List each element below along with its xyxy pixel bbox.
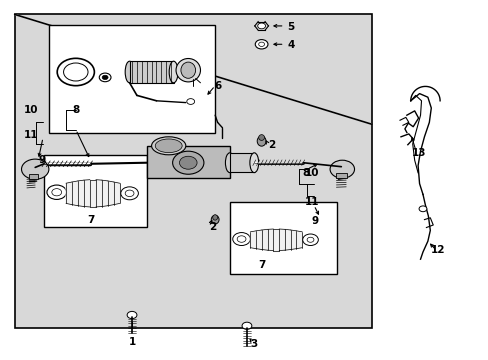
Polygon shape (290, 230, 296, 249)
Polygon shape (90, 180, 96, 207)
Circle shape (237, 236, 245, 242)
Circle shape (127, 311, 137, 319)
Circle shape (52, 189, 61, 196)
Polygon shape (15, 14, 371, 124)
Circle shape (57, 58, 94, 86)
Text: 10: 10 (23, 105, 38, 115)
Polygon shape (108, 181, 114, 206)
Circle shape (418, 206, 426, 212)
Polygon shape (66, 182, 72, 204)
Bar (129, 61, 173, 83)
Circle shape (21, 159, 49, 179)
Text: 2: 2 (267, 140, 274, 150)
Ellipse shape (258, 135, 264, 140)
Polygon shape (262, 229, 267, 250)
Ellipse shape (225, 153, 234, 172)
Circle shape (306, 237, 313, 242)
Circle shape (125, 190, 134, 197)
Text: 1: 1 (128, 337, 135, 347)
Polygon shape (267, 229, 273, 251)
Circle shape (255, 40, 267, 49)
Polygon shape (96, 180, 102, 207)
Bar (229, 202, 337, 274)
Text: 9: 9 (311, 216, 318, 226)
Bar (44, 155, 146, 227)
Ellipse shape (155, 139, 182, 153)
Circle shape (302, 234, 318, 246)
Text: 2: 2 (209, 222, 216, 232)
Text: 7: 7 (257, 260, 265, 270)
Circle shape (257, 23, 265, 29)
Text: 12: 12 (429, 245, 444, 255)
Ellipse shape (169, 61, 178, 83)
Ellipse shape (181, 62, 195, 78)
Text: 9: 9 (38, 155, 45, 165)
Polygon shape (114, 182, 120, 204)
Ellipse shape (211, 215, 219, 224)
Polygon shape (84, 180, 90, 207)
Circle shape (186, 99, 194, 104)
Polygon shape (285, 229, 290, 250)
Circle shape (242, 322, 251, 329)
Polygon shape (273, 229, 279, 251)
Polygon shape (72, 181, 78, 206)
Ellipse shape (249, 153, 258, 172)
Bar (15, 14, 371, 328)
Polygon shape (256, 230, 262, 249)
Ellipse shape (212, 215, 217, 220)
Text: 8: 8 (302, 168, 308, 178)
Circle shape (179, 156, 197, 169)
Ellipse shape (257, 136, 265, 146)
Text: 13: 13 (411, 148, 426, 158)
Text: 10: 10 (304, 168, 319, 178)
Bar (146, 146, 229, 178)
Circle shape (99, 73, 111, 82)
Circle shape (258, 42, 264, 46)
Ellipse shape (125, 61, 134, 83)
Circle shape (121, 187, 138, 200)
Polygon shape (250, 231, 256, 249)
Text: 8: 8 (72, 105, 79, 115)
Circle shape (47, 185, 66, 199)
Bar (336, 173, 346, 178)
Ellipse shape (151, 137, 185, 155)
Polygon shape (296, 231, 302, 249)
Text: 5: 5 (287, 22, 294, 32)
Circle shape (63, 63, 88, 81)
Text: 11: 11 (23, 130, 38, 140)
Text: 11: 11 (304, 197, 319, 207)
Circle shape (329, 160, 354, 178)
Polygon shape (279, 229, 285, 251)
Circle shape (172, 151, 203, 174)
Text: 6: 6 (214, 81, 221, 91)
Bar (229, 153, 254, 172)
Ellipse shape (176, 58, 200, 82)
Bar (29, 174, 38, 179)
Bar (49, 25, 215, 133)
Circle shape (102, 75, 108, 80)
Text: 4: 4 (286, 40, 294, 50)
Polygon shape (78, 180, 84, 207)
Text: 3: 3 (250, 339, 257, 349)
Text: 7: 7 (86, 215, 94, 225)
Circle shape (232, 233, 250, 246)
Polygon shape (102, 180, 108, 207)
